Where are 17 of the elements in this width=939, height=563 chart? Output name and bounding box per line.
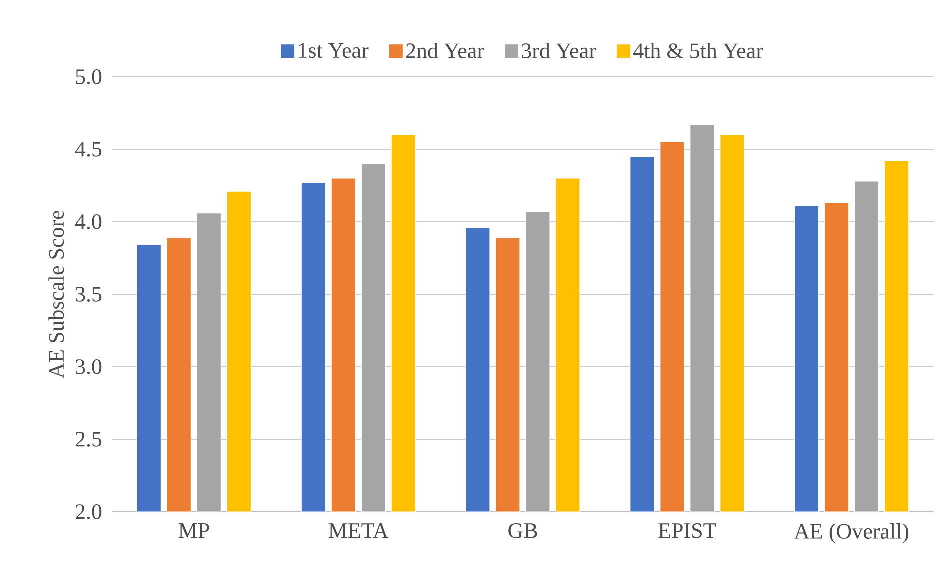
y-tick-label: 3.5 — [76, 287, 102, 302]
y-tick-label: 4.0 — [75, 214, 102, 230]
legend-label: 3rd Year — [522, 42, 596, 58]
x-tick-label: GB — [508, 524, 538, 538]
x-tick-label: AE (Overall) — [794, 524, 909, 544]
y-tick-label: 2.0 — [76, 504, 102, 520]
y-tick-label: 5.0 — [76, 70, 102, 84]
y-tick-label: 4.5 — [75, 142, 102, 157]
y-axis-title: AE Subscale Score — [48, 210, 64, 379]
x-tick-label: EPIST — [658, 524, 716, 538]
x-tick-label: META — [328, 524, 389, 538]
legend-label: 1st Year — [299, 43, 369, 58]
x-tick-label: MP — [178, 524, 210, 538]
legend-label: 4th & 5th Year — [634, 42, 764, 58]
legend-label: 2nd Year — [406, 42, 484, 58]
y-tick-label: 3.0 — [76, 360, 102, 374]
y-tick-label: 2.5 — [76, 432, 102, 447]
